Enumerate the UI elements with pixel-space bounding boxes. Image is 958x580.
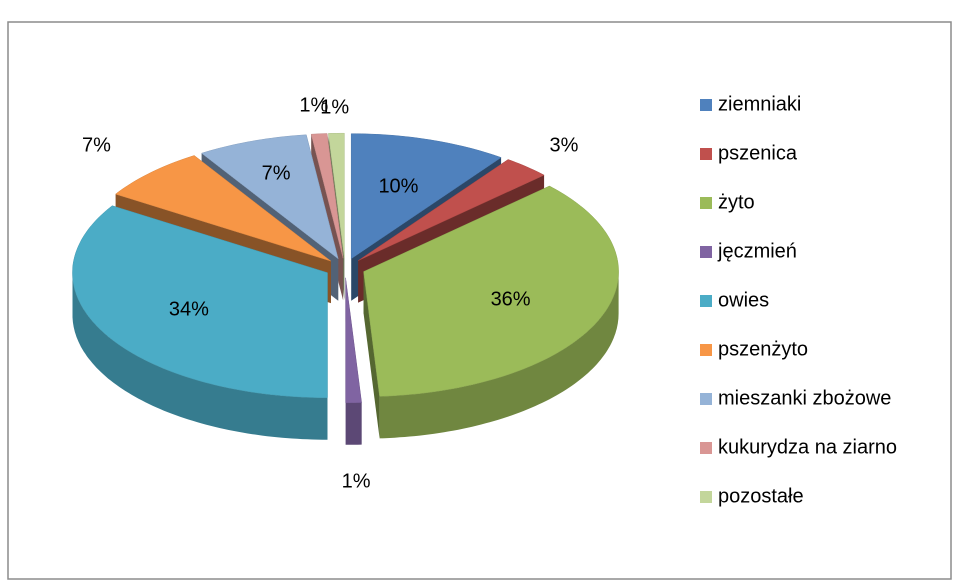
slice-top (363, 185, 619, 397)
legend-swatch (700, 393, 712, 405)
legend-swatch (700, 442, 712, 454)
slice-top (345, 277, 362, 404)
legend-label: pszenżyto (718, 338, 808, 360)
legend-label: owies (718, 289, 769, 311)
legend-swatch (700, 491, 712, 503)
legend-swatch (700, 344, 712, 356)
legend-label: ziemniaki (718, 93, 801, 115)
slice-wall (363, 271, 380, 439)
legend-swatch (700, 99, 712, 111)
slice-top (310, 133, 344, 259)
legend-label: mieszanki zbożowe (718, 387, 891, 409)
legend-label: żyto (718, 191, 755, 213)
slice-side (345, 402, 362, 445)
data-label: 3% (550, 135, 579, 157)
legend-swatch (700, 148, 712, 160)
slice-top (350, 133, 502, 260)
slice-top (115, 155, 332, 262)
legend-swatch (700, 246, 712, 258)
data-label: 1% (299, 95, 328, 117)
legend-swatch (700, 197, 712, 209)
slice-top (328, 132, 345, 259)
data-label: 10% (378, 176, 418, 198)
data-label: 1% (320, 97, 349, 119)
slice-top (358, 159, 545, 261)
slice-top (201, 134, 339, 260)
data-label: 36% (491, 288, 531, 310)
legend-label: kukurydza na ziarno (718, 436, 897, 458)
slice (345, 277, 362, 445)
data-label: 7% (82, 134, 111, 156)
legend-label: pszenica (718, 142, 798, 164)
data-label: 1% (342, 471, 371, 493)
legend-label: pozostałe (718, 485, 804, 507)
slice-side (72, 272, 328, 440)
legend-swatch (700, 295, 712, 307)
data-label: 7% (262, 162, 291, 184)
slice-side (379, 271, 619, 439)
legend-label: jęczmień (717, 240, 797, 262)
slice (72, 205, 328, 440)
slice-top (72, 205, 328, 398)
slice (363, 185, 619, 439)
data-label: 34% (169, 298, 209, 320)
